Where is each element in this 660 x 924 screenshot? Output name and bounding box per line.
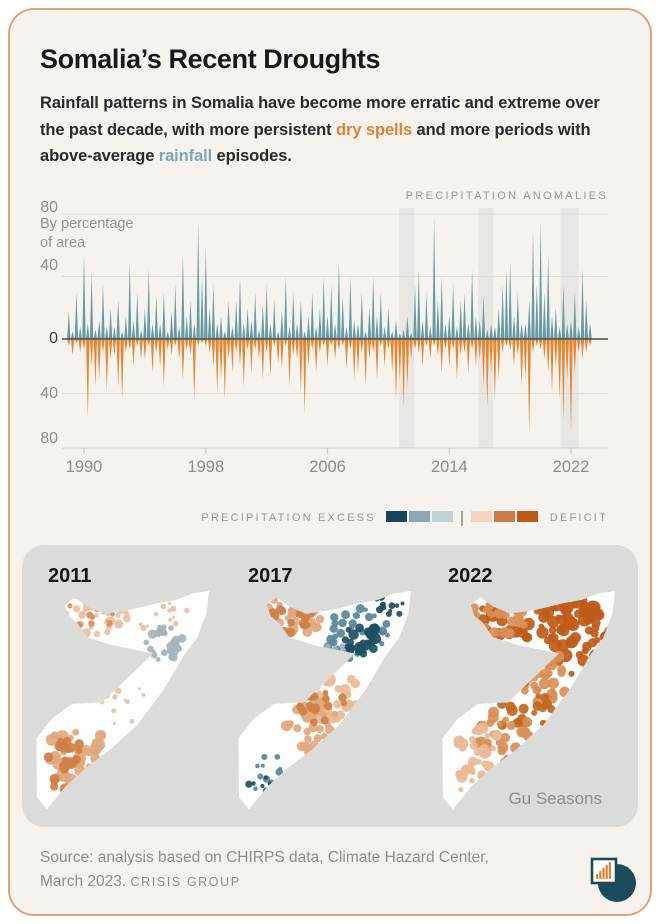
dry-spells-highlight: dry spells: [336, 120, 413, 139]
svg-text:By percentage: By percentage: [40, 216, 134, 232]
svg-text:2014: 2014: [431, 458, 468, 476]
gridlines: [62, 213, 608, 449]
logo-bar-chart-icon: [596, 862, 611, 879]
legend-deficit-label: DEFICIT: [549, 512, 608, 524]
crisis-group-logo: [590, 857, 636, 902]
page-title: Somalia’s Recent Droughts: [40, 44, 381, 74]
svg-text:of area: of area: [40, 235, 86, 251]
svg-text:80: 80: [40, 199, 58, 216]
intro-text: Rainfall patterns in Somalia have become…: [40, 90, 600, 170]
excess-series: [67, 217, 592, 339]
legend-excess-swatches: [385, 509, 455, 527]
svg-text:1990: 1990: [66, 458, 103, 476]
crisis-group-credit: CRISIS GROUP: [130, 875, 241, 890]
chart-title: PRECIPITATION ANOMALIES: [405, 190, 608, 202]
legend-deficit-swatches: [470, 509, 540, 527]
rainfall-highlight: rainfall: [158, 147, 213, 166]
somalia-map-2011: [36, 591, 210, 810]
intro-part1: Rainfall patterns in Somalia have become…: [40, 94, 600, 139]
source-line1: Source: analysis based on CHIRPS data, C…: [40, 849, 489, 866]
chart-legend: PRECIPITATION EXCESS DEFICIT: [201, 510, 608, 526]
map-year-2011: 2011: [48, 565, 92, 587]
infographic-card: Somalia’s Recent Droughts Rainfall patte…: [8, 8, 652, 916]
svg-text:1998: 1998: [187, 458, 224, 476]
source-line2: March 2023.: [40, 873, 127, 891]
precipitation-anomalies-chart: 80 40 0 40 80 By percentage of area 1990 1998 200…: [10, 190, 650, 482]
intro-part2: and more periods with above-average: [40, 120, 591, 166]
maps-panel: 2011 2017 2022 Gu Seasons: [22, 545, 638, 827]
map-year-2017: 2017: [248, 565, 293, 587]
svg-text:2006: 2006: [309, 458, 346, 476]
somalia-map-2022: [442, 591, 616, 810]
source-note: Source: analysis based on CHIRPS data, C…: [40, 846, 489, 894]
svg-text:2022: 2022: [553, 458, 590, 476]
somalia-map-2017: [238, 591, 412, 810]
svg-text:40: 40: [40, 257, 58, 274]
intro-part3: episodes.: [212, 147, 292, 166]
legend-excess-label: PRECIPITATION EXCESS: [201, 512, 376, 524]
gu-seasons-label: Gu Seasons: [508, 789, 602, 808]
svg-text:80: 80: [40, 430, 58, 447]
svg-text:0: 0: [49, 330, 58, 347]
legend-divider: [460, 510, 463, 526]
x-axis-labels: 1990 1998 2006 2014 2022: [66, 448, 590, 476]
deficit-series: [67, 339, 592, 435]
svg-text:40: 40: [40, 385, 58, 402]
map-year-2022: 2022: [448, 565, 493, 587]
